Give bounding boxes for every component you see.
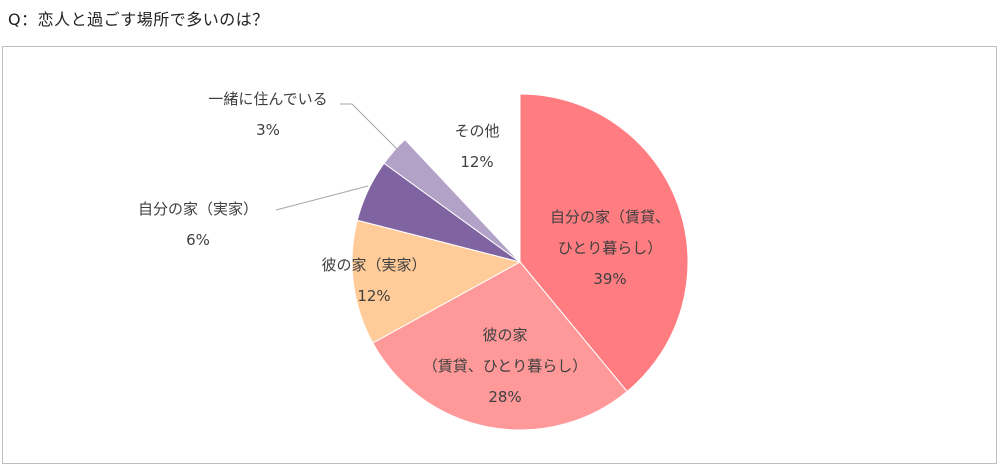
- slice-labels: 自分の家（賃貸、ひとり暮らし） 39% 彼の家 （賃貸、ひとり暮らし） 28% 彼の家（実…: [138, 90, 670, 406]
- pie-slice-1: [372, 261, 628, 431]
- pie-slice-5: [404, 93, 521, 264]
- pie-slice-2: [351, 219, 522, 344]
- leader-line-3: [275, 185, 369, 211]
- slice-name-2: 彼の家（実家）: [321, 256, 426, 274]
- slice-label-4: 一緒に住んでいる 3%: [208, 90, 327, 139]
- pie-slices: [351, 93, 689, 431]
- slice-percent-2: 12%: [357, 287, 390, 305]
- slice-name-1: （賃貸、ひとり暮らし）: [423, 357, 588, 375]
- pie-slice-0: [519, 93, 689, 393]
- question-title: Q：恋人と過ごす場所で多いのは？: [8, 10, 269, 29]
- slice-label-5: その他 12%: [454, 122, 499, 171]
- slice-name-1: 彼の家: [482, 326, 527, 344]
- leader-line-4: [340, 103, 399, 151]
- slice-name-0: 自分の家（賃貸、: [550, 208, 670, 226]
- slice-label-1: 彼の家 （賃貸、ひとり暮らし） 28%: [423, 326, 588, 406]
- leader-lines: [275, 103, 399, 211]
- slice-name-5: その他: [454, 122, 499, 140]
- slice-percent-1: 28%: [488, 388, 521, 406]
- slice-name-4: 一緒に住んでいる: [208, 90, 327, 108]
- slice-percent-3: 6%: [186, 231, 210, 249]
- slice-name-0: ひとり暮らし）: [558, 239, 663, 257]
- slice-label-2: 彼の家（実家） 12%: [321, 256, 426, 305]
- slice-label-0: 自分の家（賃貸、ひとり暮らし） 39%: [550, 208, 670, 288]
- slice-label-3: 自分の家（実家） 6%: [138, 200, 258, 249]
- slice-percent-0: 39%: [593, 270, 626, 288]
- slice-percent-5: 12%: [460, 153, 493, 171]
- slice-percent-4: 3%: [256, 121, 280, 139]
- slice-name-3: 自分の家（実家）: [138, 200, 258, 218]
